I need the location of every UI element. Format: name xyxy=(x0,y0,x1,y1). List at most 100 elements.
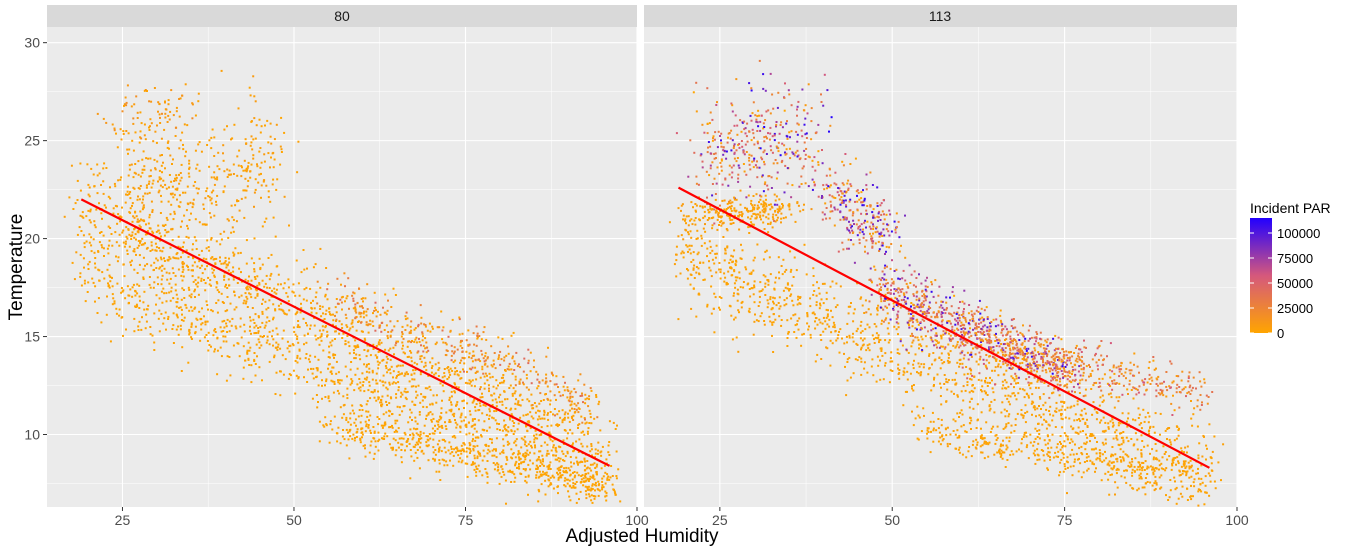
data-point xyxy=(392,446,394,449)
data-point xyxy=(848,334,851,337)
data-point xyxy=(1160,462,1163,465)
data-point xyxy=(409,434,412,436)
data-point xyxy=(243,216,246,219)
data-point xyxy=(74,202,77,205)
data-point xyxy=(181,279,184,282)
data-point xyxy=(1005,369,1008,372)
data-point xyxy=(1141,440,1144,442)
data-point xyxy=(1175,486,1178,489)
data-point xyxy=(353,292,356,295)
data-point xyxy=(951,378,954,381)
data-point xyxy=(248,329,251,332)
data-point xyxy=(559,466,562,468)
data-point xyxy=(752,159,755,162)
data-point xyxy=(288,344,291,347)
data-point xyxy=(136,283,139,286)
data-point xyxy=(421,399,424,402)
data-point xyxy=(186,185,189,188)
data-point xyxy=(169,246,172,249)
data-point xyxy=(706,87,709,90)
data-point xyxy=(400,461,403,464)
data-point xyxy=(753,284,756,287)
data-point xyxy=(177,325,180,328)
data-point xyxy=(1170,443,1173,446)
data-point xyxy=(527,493,529,496)
data-point xyxy=(524,475,527,478)
data-point xyxy=(1185,451,1188,454)
data-point xyxy=(95,208,98,211)
data-point xyxy=(465,433,468,436)
data-point xyxy=(513,441,516,444)
data-point xyxy=(263,326,266,329)
data-point xyxy=(238,355,241,358)
data-point xyxy=(518,458,521,461)
data-point xyxy=(361,409,364,411)
data-point xyxy=(250,332,252,335)
data-point xyxy=(168,256,171,259)
data-point xyxy=(310,301,312,304)
data-point xyxy=(1051,419,1054,422)
data-point xyxy=(1117,421,1120,424)
data-point xyxy=(343,438,346,441)
data-point xyxy=(1155,449,1158,452)
data-point xyxy=(88,219,91,222)
data-point xyxy=(1084,388,1087,391)
data-point xyxy=(222,262,225,265)
data-point xyxy=(461,347,464,349)
data-point xyxy=(253,205,255,208)
data-point xyxy=(527,359,530,362)
data-point xyxy=(100,244,103,247)
data-point xyxy=(340,301,343,304)
data-point xyxy=(856,282,859,285)
data-point xyxy=(983,390,986,393)
data-point xyxy=(145,157,148,160)
data-point xyxy=(174,177,176,180)
data-point xyxy=(418,340,421,343)
data-point xyxy=(392,287,395,290)
data-point xyxy=(94,300,96,303)
data-point xyxy=(448,399,451,401)
data-point xyxy=(495,387,498,390)
data-point xyxy=(82,234,85,237)
data-point xyxy=(434,363,437,366)
data-point xyxy=(1021,414,1024,417)
data-point xyxy=(475,430,478,433)
data-point xyxy=(404,387,407,390)
data-point xyxy=(287,377,290,380)
data-point xyxy=(593,497,596,500)
data-point xyxy=(148,126,150,129)
data-point xyxy=(519,416,522,419)
data-point xyxy=(1063,401,1066,404)
data-point xyxy=(753,286,756,289)
data-point xyxy=(422,344,425,347)
data-point xyxy=(312,299,314,302)
data-point xyxy=(373,390,376,393)
data-point xyxy=(314,263,317,266)
data-point xyxy=(570,400,573,403)
data-point xyxy=(475,467,478,470)
data-point xyxy=(143,123,146,126)
data-point xyxy=(274,308,277,311)
data-point xyxy=(171,239,174,242)
data-point xyxy=(272,166,275,169)
data-point xyxy=(428,322,431,325)
data-point xyxy=(402,344,404,347)
data-point xyxy=(375,309,377,312)
data-point xyxy=(354,317,357,320)
data-point xyxy=(809,305,812,308)
data-point xyxy=(1010,375,1013,378)
data-point xyxy=(682,251,685,254)
data-point xyxy=(357,320,360,323)
data-point xyxy=(398,373,401,376)
data-point xyxy=(366,283,369,286)
data-point xyxy=(121,231,124,234)
data-point xyxy=(168,174,171,176)
data-point xyxy=(154,168,157,171)
data-point xyxy=(986,381,989,384)
data-point xyxy=(948,360,951,363)
data-point xyxy=(524,469,527,472)
data-point xyxy=(184,191,187,194)
data-point xyxy=(161,250,164,253)
data-point xyxy=(354,345,357,348)
data-point xyxy=(1074,443,1076,446)
